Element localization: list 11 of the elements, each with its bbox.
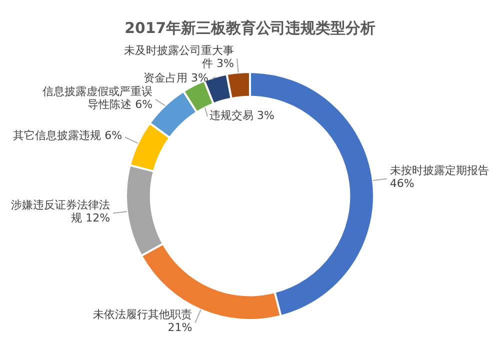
slice-label: 未依法履行其他职责 bbox=[93, 308, 192, 322]
chart-title: 2017年新三板教育公司违规类型分析 bbox=[124, 18, 376, 37]
slice-label: 违规交易 3% bbox=[210, 108, 274, 122]
slice-label: 信息披露虚假或严重误导性陈述 6% bbox=[42, 84, 153, 111]
data-label: 46% bbox=[390, 177, 414, 190]
slice-label: 未按时披露定期报告 bbox=[390, 164, 489, 178]
slice-label: 未及时披露公司重大事件 3% bbox=[124, 44, 234, 70]
slice-label: 涉嫌违反证券法律法规 12% bbox=[11, 198, 110, 225]
slice-label: 其它信息披露违规 6% bbox=[13, 129, 122, 142]
data-label: 21% bbox=[168, 321, 192, 334]
slice-label: 资金占用 3% bbox=[144, 71, 208, 84]
